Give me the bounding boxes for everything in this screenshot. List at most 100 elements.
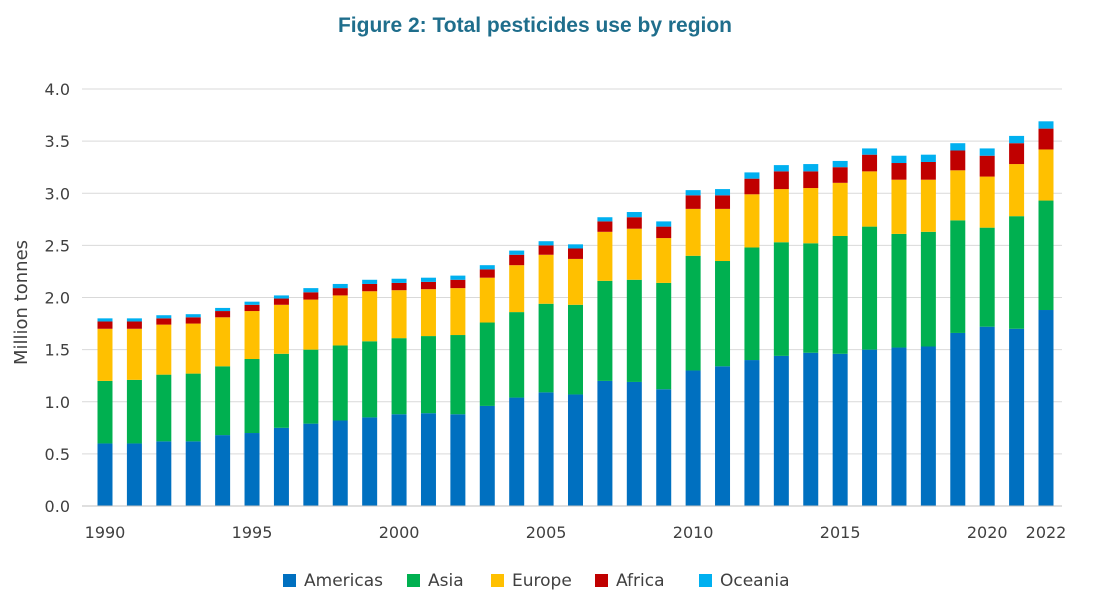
bar-segment-asia: [215, 366, 231, 436]
bar-segment-americas: [332, 420, 348, 506]
bar-segment-americas: [832, 353, 848, 506]
bar-segment-europe: [273, 304, 289, 354]
y-tick-label: 0.5: [45, 445, 70, 464]
legend-swatch-asia: [407, 574, 420, 587]
bar-segment-americas: [126, 443, 142, 506]
bar-segment-asia: [920, 231, 936, 347]
bar-segment-asia: [303, 349, 319, 424]
bar-segment-americas: [891, 347, 907, 506]
bar-segment-europe: [538, 254, 554, 304]
bar-segment-africa: [744, 178, 760, 195]
bar-segment-americas: [1009, 328, 1025, 506]
legend-swatch-africa: [595, 574, 608, 587]
bar-segment-africa: [773, 171, 789, 190]
bar-segment-americas: [244, 433, 260, 506]
bar-segment-oceania: [685, 190, 701, 196]
bar-segment-oceania: [715, 189, 731, 196]
bar-segment-oceania: [362, 279, 378, 284]
y-tick-label: 1.5: [45, 341, 70, 360]
bar-segment-oceania: [891, 155, 907, 164]
bar-segment-oceania: [479, 265, 495, 270]
chart-title: Figure 2: Total pesticides use by region: [337, 14, 733, 37]
bar-segment-asia: [773, 242, 789, 356]
bar-segment-americas: [538, 392, 554, 506]
bar-segment-oceania: [862, 148, 878, 155]
bar-segment-asia: [362, 341, 378, 418]
bar-segment-europe: [126, 328, 142, 380]
bar-segment-europe: [1038, 149, 1054, 201]
bar-segment-africa: [803, 171, 819, 189]
bar-segment-americas: [185, 441, 201, 506]
bar-segment-europe: [685, 208, 701, 256]
bar-segment-asia: [803, 243, 819, 353]
bar-segment-africa: [185, 317, 201, 324]
bar-segment-asia: [626, 279, 642, 382]
bar-segment-asia: [391, 338, 407, 415]
bar-segment-africa: [862, 154, 878, 172]
bar-segment-asia: [685, 255, 701, 371]
bar-segment-americas: [273, 427, 289, 506]
bar-segment-oceania: [244, 301, 260, 305]
bar-segment-americas: [450, 414, 466, 506]
bar-segment-oceania: [568, 244, 583, 249]
bar-segment-europe: [244, 311, 260, 360]
bar-segment-americas: [920, 346, 936, 506]
bar-segment-europe: [832, 182, 848, 236]
bar-segment-americas: [773, 355, 789, 506]
bar-segment-europe: [362, 291, 378, 342]
bar-segment-europe: [97, 328, 113, 381]
bar-segment-oceania: [1038, 121, 1054, 129]
bar-segment-africa: [685, 195, 701, 209]
bar-segment-oceania: [420, 277, 436, 282]
bar-segment-asia: [450, 335, 466, 415]
y-tick-label: 3.0: [45, 184, 70, 203]
bar-segment-europe: [656, 238, 672, 283]
bar-segment-europe: [185, 323, 201, 374]
bar-segment-africa: [450, 279, 466, 289]
bar-segment-americas: [97, 443, 113, 506]
bar-segment-oceania: [332, 283, 348, 289]
x-tick-label: 2005: [526, 523, 567, 542]
bar-segment-asia: [479, 322, 495, 406]
bar-segment-americas: [156, 441, 172, 506]
y-tick-label: 2.0: [45, 289, 70, 308]
bar-segment-europe: [450, 288, 466, 336]
legend-label-oceania: Oceania: [720, 571, 790, 591]
bar-segment-europe: [979, 176, 995, 228]
bar-segment-europe: [597, 231, 613, 281]
bar-segment-asia: [244, 359, 260, 434]
bar-segment-americas: [215, 435, 231, 506]
bar-segment-africa: [979, 155, 995, 177]
bar-segment-asia: [273, 353, 289, 428]
bar-segment-oceania: [656, 221, 672, 227]
bar-segment-americas: [979, 326, 995, 506]
bar-segment-africa: [950, 150, 966, 171]
bar-segment-oceania: [832, 160, 848, 168]
bar-segment-oceania: [744, 172, 760, 179]
bar-segment-europe: [950, 170, 966, 221]
bar-segment-africa: [656, 226, 672, 239]
bar-segment-africa: [715, 195, 731, 209]
bar-segment-africa: [391, 282, 407, 291]
bar-segment-africa: [126, 321, 142, 329]
bar-segment-americas: [626, 381, 642, 506]
bar-segment-americas: [744, 360, 760, 506]
bar-segment-asia: [185, 373, 201, 442]
bar-segment-europe: [862, 171, 878, 227]
bar-segment-americas: [303, 423, 319, 506]
bar-segment-asia: [891, 233, 907, 348]
bar-segment-europe: [509, 265, 525, 313]
bar-segment-africa: [626, 217, 642, 229]
bar-segment-americas: [950, 332, 966, 506]
bar-segment-oceania: [185, 314, 201, 318]
bar-segment-americas: [803, 352, 819, 506]
bar-segment-asia: [979, 227, 995, 327]
bar-segment-africa: [1038, 128, 1054, 150]
bar-segment-africa: [97, 321, 113, 329]
bar-segment-asia: [715, 261, 731, 367]
bar-segment-americas: [715, 366, 731, 506]
legend-label-europe: Europe: [512, 571, 572, 591]
bar-segment-oceania: [509, 250, 525, 255]
bar-segment-oceania: [979, 148, 995, 156]
